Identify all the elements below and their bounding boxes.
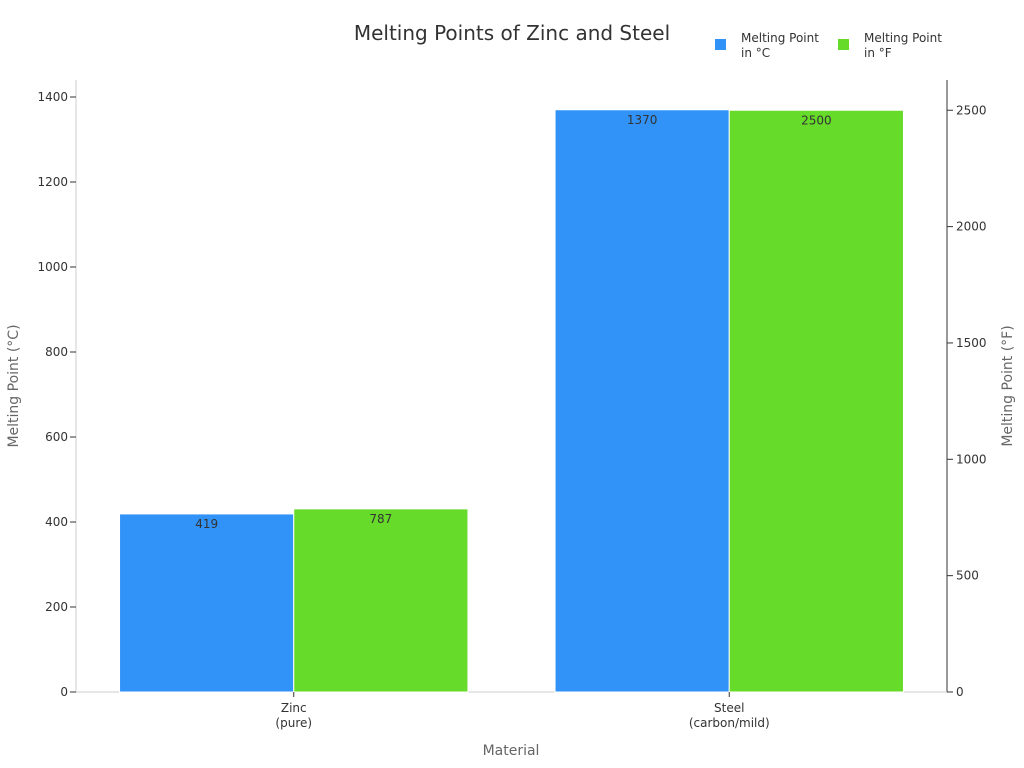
bar-celsius-0 — [119, 513, 295, 693]
x-axis-title: Material — [483, 743, 540, 759]
legend-label: Melting Point — [741, 31, 819, 45]
left-y-ticks: 0 200 400 600 800 1000 1200 1400 — [37, 90, 76, 699]
left-tick-label: 600 — [45, 430, 68, 444]
bar-fahrenheit-0 — [293, 508, 469, 693]
right-tick-label: 500 — [956, 569, 979, 583]
legend-swatch — [715, 39, 726, 50]
legend-label: in °F — [864, 46, 892, 60]
right-tick-label: 2500 — [956, 103, 987, 117]
x-tick-label: (carbon/mild) — [689, 716, 770, 730]
data-label: 419 — [195, 517, 218, 531]
left-y-axis-title: Melting Point (°C) — [6, 324, 22, 447]
legend-label: Melting Point — [864, 31, 942, 45]
chart-title: Melting Points of Zinc and Steel — [354, 21, 670, 45]
bar-fahrenheit-1 — [728, 109, 904, 693]
data-label: 787 — [369, 512, 392, 526]
left-tick-label: 1200 — [37, 175, 68, 189]
x-tick-label: (pure) — [275, 716, 312, 730]
x-ticks: Zinc(pure) Steel(carbon/mild) — [275, 692, 770, 730]
bars: 419 787 1370 2500 — [119, 109, 904, 693]
right-tick-label: 2000 — [956, 220, 987, 234]
left-tick-label: 0 — [60, 685, 68, 699]
left-tick-label: 1000 — [37, 260, 68, 274]
data-label: 1370 — [627, 113, 658, 127]
left-tick-label: 1400 — [37, 90, 68, 104]
right-y-axis-title: Melting Point (°F) — [1000, 325, 1016, 446]
left-tick-label: 400 — [45, 515, 68, 529]
left-tick-label: 200 — [45, 600, 68, 614]
bar-celsius-1 — [554, 109, 730, 693]
x-tick-label: Steel — [714, 701, 744, 715]
data-label: 2500 — [801, 113, 832, 127]
x-tick-label: Zinc — [281, 701, 307, 715]
right-tick-label: 1000 — [956, 452, 987, 466]
legend-swatch — [838, 39, 849, 50]
left-tick-label: 800 — [45, 345, 68, 359]
right-y-ticks: 0 500 1000 1500 2000 2500 — [947, 103, 987, 699]
right-tick-label: 1500 — [956, 336, 987, 350]
legend-label: in °C — [741, 46, 770, 60]
right-tick-label: 0 — [956, 685, 964, 699]
